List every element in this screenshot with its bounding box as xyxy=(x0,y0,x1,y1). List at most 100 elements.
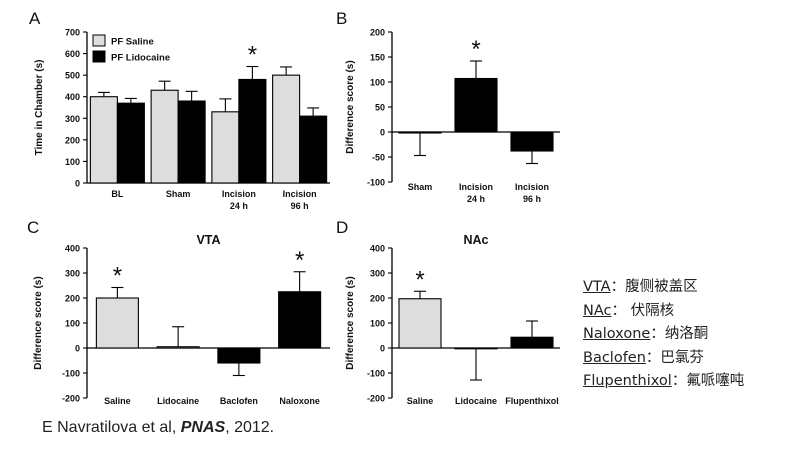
bar xyxy=(278,291,322,349)
x-tick-label: Flupenthixol xyxy=(505,396,559,406)
legend-label: PF Lidocaine xyxy=(111,53,170,64)
y-tick-label: 100 xyxy=(370,319,385,329)
bar xyxy=(398,298,442,349)
glossary-item: VTA：腹侧被盖区 xyxy=(583,276,789,300)
panel-letter: B xyxy=(336,9,347,28)
x-tick-label: 96 h xyxy=(291,201,309,211)
y-axis-label: Difference score (s) xyxy=(345,60,356,153)
chart-title: NAc xyxy=(463,233,488,247)
citation-prefix: E Navratilova et al, xyxy=(42,419,181,436)
y-tick-label: -100 xyxy=(367,369,385,379)
y-tick-label: 300 xyxy=(65,114,80,124)
significance-marker: * xyxy=(248,42,257,69)
glossary-meaning: 腹侧被盖区 xyxy=(625,279,698,295)
citation-journal: PNAS xyxy=(180,419,226,436)
legend-swatch xyxy=(92,50,106,63)
x-tick-label: Sham xyxy=(408,182,433,192)
y-tick-label: 500 xyxy=(65,71,80,81)
x-tick-label: 24 h xyxy=(230,201,248,211)
bar xyxy=(89,96,118,184)
panel-letter: C xyxy=(27,218,39,237)
legend-label: PF Saline xyxy=(111,37,154,48)
y-tick-label: 0 xyxy=(75,179,80,189)
y-tick-label: -50 xyxy=(372,153,385,163)
bar xyxy=(217,347,261,364)
y-tick-label: 200 xyxy=(65,294,80,304)
bar xyxy=(177,100,206,184)
bar xyxy=(238,78,267,184)
x-tick-label: Incision xyxy=(515,182,549,192)
glossary-meaning: 伏隔核 xyxy=(630,302,675,319)
glossary-item: Flupenthixol：氟哌噻吨 xyxy=(583,370,789,394)
y-tick-label: 300 xyxy=(370,269,385,279)
y-tick-label: 100 xyxy=(370,78,385,88)
significance-marker: * xyxy=(295,247,304,274)
panel-letter: D xyxy=(336,218,348,237)
x-tick-label: Incision xyxy=(459,182,493,192)
bar xyxy=(398,131,442,134)
y-tick-label: 700 xyxy=(65,28,80,38)
chart-panel-a: A 0 100 200 300 400 500 600 700 Time in Chamber (… xyxy=(29,9,330,211)
y-tick-label: -200 xyxy=(367,394,385,404)
y-axis-label: Difference score (s) xyxy=(345,276,356,369)
x-tick-label: BL xyxy=(111,189,123,199)
y-tick-label: 300 xyxy=(65,269,80,279)
x-tick-label: Baclofen xyxy=(220,396,258,406)
bar xyxy=(510,336,554,349)
bar xyxy=(95,297,139,349)
citation: E Navratilova et al, PNAS, 2012. xyxy=(42,419,274,437)
y-tick-label: 600 xyxy=(65,49,80,59)
glossary-term: Naloxone xyxy=(583,326,651,342)
y-tick-label: 0 xyxy=(380,128,385,138)
chart-panel-d: D NAc -200 -100 0 100 200 300 400 Difference scor… xyxy=(336,218,560,406)
bar xyxy=(156,346,200,349)
y-tick-label: 400 xyxy=(370,244,385,254)
chart-title: VTA xyxy=(196,233,220,247)
y-tick-label: 50 xyxy=(375,103,385,113)
x-tick-label: Saline xyxy=(104,396,131,406)
x-tick-label: Naloxone xyxy=(279,396,320,406)
x-tick-label: 96 h xyxy=(523,194,541,204)
y-tick-label: 150 xyxy=(370,53,385,63)
y-tick-label: 0 xyxy=(380,344,385,354)
bar xyxy=(116,102,145,184)
bar xyxy=(454,77,498,133)
glossary-term: Baclofen xyxy=(583,349,646,366)
glossary-separator: ： xyxy=(650,326,665,342)
x-tick-label: Incision xyxy=(283,189,317,199)
y-tick-label: 0 xyxy=(75,344,80,354)
chart-panel-c: C VTA -200 -100 0 100 200 300 400 Difference scor… xyxy=(27,218,330,406)
y-tick-label: 200 xyxy=(65,135,80,145)
bar xyxy=(150,89,179,184)
glossary: VTA：腹侧被盖区 NAc： 伏隔核 Naloxone：纳洛酮 Baclofen：巴氯… xyxy=(583,276,789,394)
glossary-item: Baclofen：巴氯芬 xyxy=(583,347,789,371)
bar xyxy=(454,347,498,350)
glossary-item: Naloxone：纳洛酮 xyxy=(583,323,789,347)
x-tick-label: Sham xyxy=(166,189,191,199)
glossary-meaning: 巴氯芬 xyxy=(660,349,704,366)
x-tick-label: Saline xyxy=(407,396,434,406)
y-tick-label: -100 xyxy=(367,178,385,188)
y-tick-label: 200 xyxy=(370,28,385,38)
glossary-separator: ： xyxy=(610,279,626,295)
x-tick-label: Lidocaine xyxy=(157,396,199,406)
y-axis-label: Difference score (s) xyxy=(33,276,44,369)
y-tick-label: 400 xyxy=(65,244,80,254)
chart-panel-b: B -100 -50 0 50 100 150 200 Difference score (s)… xyxy=(336,9,560,204)
y-tick-label: 100 xyxy=(65,319,80,329)
legend-swatch xyxy=(92,34,106,47)
significance-marker: * xyxy=(415,266,424,293)
glossary-meaning: 氟哌噻吨 xyxy=(686,373,745,389)
x-tick-label: 24 h xyxy=(467,194,485,204)
y-tick-label: 100 xyxy=(65,157,80,167)
bar xyxy=(211,111,240,184)
glossary-separator: ： xyxy=(671,373,687,389)
glossary-term: Flupenthixol xyxy=(583,373,672,389)
x-tick-label: Lidocaine xyxy=(455,396,497,406)
y-tick-label: 200 xyxy=(370,294,385,304)
glossary-item: NAc： 伏隔核 xyxy=(583,300,789,324)
y-tick-label: -200 xyxy=(62,394,80,404)
glossary-separator: ： xyxy=(645,349,661,366)
glossary-meaning: 纳洛酮 xyxy=(664,326,709,342)
